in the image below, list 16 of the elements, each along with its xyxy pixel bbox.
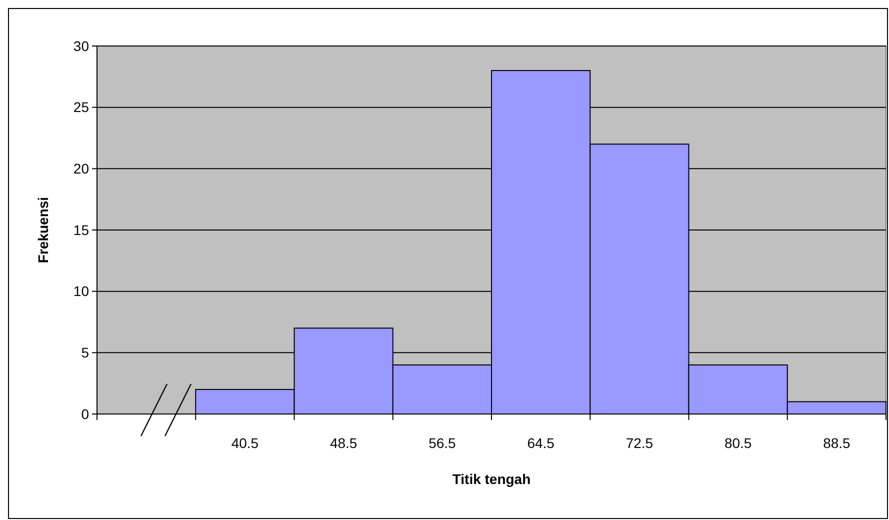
y-tick-label: 0 <box>81 406 90 422</box>
x-tick-label: 72.5 <box>626 435 654 451</box>
x-axis-title: Titik tengah <box>452 471 531 487</box>
x-tick-label: 80.5 <box>724 435 752 451</box>
y-tick-label: 15 <box>73 222 90 238</box>
y-tick-label: 20 <box>73 160 90 177</box>
x-tick-label: 48.5 <box>330 435 358 451</box>
y-tick-label: 5 <box>81 344 90 361</box>
y-tick-label: 30 <box>73 38 90 54</box>
x-tick-label: 64.5 <box>527 435 555 451</box>
x-tick-label: 56.5 <box>428 435 456 451</box>
y-tick-label: 25 <box>73 99 90 116</box>
x-tick-label: 88.5 <box>823 435 851 451</box>
y-tick-label: 10 <box>73 283 90 300</box>
y-axis-title: Frekuensi <box>35 196 51 264</box>
x-tick-label: 40.5 <box>231 435 259 451</box>
